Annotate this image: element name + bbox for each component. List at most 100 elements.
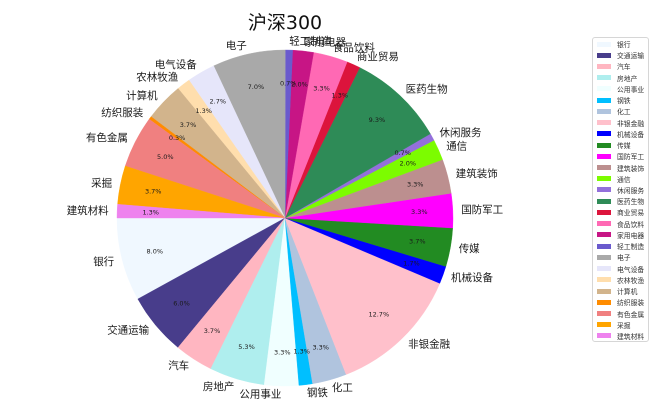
legend-item: 医药生物 bbox=[597, 196, 644, 206]
legend-item: 建筑装饰 bbox=[597, 163, 644, 173]
legend-swatch-icon bbox=[597, 243, 611, 249]
wedge-category-label: 房地产 bbox=[203, 380, 235, 393]
wedge-percent-label: 3.7% bbox=[180, 121, 197, 129]
legend-item: 非银金融 bbox=[597, 118, 644, 128]
legend-label: 通信 bbox=[617, 175, 631, 184]
wedge-category-label: 电子 bbox=[226, 39, 247, 52]
wedge-percent-label: 1.7% bbox=[403, 260, 420, 268]
legend-swatch-icon bbox=[597, 142, 611, 148]
legend-swatch-icon bbox=[597, 277, 611, 283]
legend-swatch-icon bbox=[597, 176, 611, 182]
wedge-category-label: 农林牧渔 bbox=[136, 71, 178, 84]
legend-label: 汽车 bbox=[617, 63, 631, 72]
legend-label: 建筑材料 bbox=[617, 332, 645, 341]
legend-swatch-icon bbox=[597, 254, 611, 260]
wedge-category-label: 通信 bbox=[446, 140, 467, 152]
wedge-percent-label: 1.3% bbox=[332, 91, 349, 99]
wedge-percent-label: 3.7% bbox=[145, 188, 162, 196]
legend-item: 传媒 bbox=[597, 140, 631, 150]
legend-item: 房地产 bbox=[597, 73, 637, 83]
legend-label: 轻工制造 bbox=[617, 243, 645, 252]
wedge-percent-label: 9.3% bbox=[369, 116, 386, 124]
wedge-percent-label: 1.3% bbox=[293, 347, 310, 355]
legend-swatch-icon bbox=[597, 333, 611, 339]
wedge-percent-label: 5.0% bbox=[157, 153, 174, 161]
wedge-category-label: 计算机 bbox=[126, 89, 158, 102]
legend-item: 食品饮料 bbox=[597, 219, 644, 229]
legend-label: 建筑装饰 bbox=[617, 164, 645, 173]
wedge-category-label: 有色金属 bbox=[86, 131, 128, 144]
legend-label: 农林牧渔 bbox=[617, 276, 645, 285]
wedge-category-label: 非银金融 bbox=[408, 337, 450, 350]
legend-item: 商业贸易 bbox=[597, 207, 644, 217]
legend-swatch-icon bbox=[597, 120, 611, 126]
legend-swatch-icon bbox=[597, 288, 611, 294]
wedge-category-label: 传媒 bbox=[459, 242, 480, 255]
legend-item: 银行 bbox=[597, 39, 631, 49]
legend-swatch-icon bbox=[597, 52, 611, 58]
legend-label: 纺织服装 bbox=[617, 299, 645, 308]
legend-swatch-icon bbox=[597, 232, 611, 238]
legend-item: 电子 bbox=[597, 252, 631, 262]
legend-item: 电气设备 bbox=[597, 264, 644, 274]
wedge-category-label: 家用电器 bbox=[304, 36, 346, 49]
legend-label: 家用电器 bbox=[617, 231, 645, 240]
wedge-category-label: 建筑材料 bbox=[67, 204, 109, 217]
wedge-category-label: 公用事业 bbox=[239, 387, 281, 400]
legend-label: 电子 bbox=[617, 254, 631, 263]
legend-swatch-icon bbox=[597, 86, 611, 92]
wedge-percent-label: 3.3% bbox=[312, 344, 329, 352]
wedge-percent-label: 8.0% bbox=[147, 248, 164, 256]
wedge-category-label: 医药生物 bbox=[406, 82, 448, 95]
pie-percent-labels: 8.0%6.0%3.7%5.3%3.3% 1.3% 3.3%12.7%1.7%3.7… bbox=[142, 80, 427, 357]
legend-label: 公用事业 bbox=[617, 85, 645, 94]
legend-label: 有色金属 bbox=[617, 310, 645, 319]
wedge-percent-label: 3.3% bbox=[407, 181, 424, 189]
legend-swatch-icon bbox=[597, 311, 611, 317]
legend-item: 机械设备 bbox=[597, 129, 644, 139]
pie-wedge bbox=[284, 217, 441, 375]
legend-label: 休闲服务 bbox=[617, 186, 645, 195]
legend-swatch-icon bbox=[597, 97, 611, 103]
legend-item: 通信 bbox=[597, 174, 631, 184]
wedge-category-label: 建筑装饰 bbox=[456, 167, 498, 180]
wedge-category-label: 电气设备 bbox=[155, 58, 197, 71]
legend-label: 化工 bbox=[617, 108, 631, 117]
wedge-percent-label: 3.3% bbox=[411, 208, 428, 216]
legend-swatch-icon bbox=[597, 198, 611, 204]
wedge-category-label: 银行 bbox=[93, 255, 114, 268]
pie-wedge bbox=[284, 67, 431, 219]
wedge-percent-label: 2.0% bbox=[400, 159, 417, 167]
legend-item: 交通运输 bbox=[597, 50, 644, 60]
wedge-category-label: 休闲服务 bbox=[440, 126, 482, 139]
wedge-percent-label: 7.0% bbox=[248, 83, 265, 91]
wedge-percent-label: 1.3% bbox=[195, 107, 212, 115]
legend-label: 电气设备 bbox=[617, 265, 645, 274]
legend-label: 商业贸易 bbox=[617, 209, 645, 218]
wedge-percent-label: 0.3% bbox=[169, 134, 186, 142]
legend-item: 休闲服务 bbox=[597, 185, 644, 195]
wedge-category-label: 食品饮料 bbox=[333, 41, 375, 54]
wedge-percent-label: 12.7% bbox=[368, 310, 389, 318]
wedge-category-label: 钢铁 bbox=[307, 386, 328, 399]
legend-item: 化工 bbox=[597, 106, 631, 116]
legend-item: 轻工制造 bbox=[597, 241, 644, 251]
legend-item: 国防军工 bbox=[597, 151, 644, 161]
wedge-percent-label: 0.7% bbox=[394, 149, 411, 157]
legend-item: 采掘 bbox=[597, 320, 631, 330]
legend-item: 计算机 bbox=[597, 286, 637, 296]
wedge-percent-label: 3.3% bbox=[274, 348, 291, 356]
pie-wedge bbox=[116, 204, 286, 219]
legend-label: 传媒 bbox=[617, 142, 631, 151]
wedge-category-label: 纺织服装 bbox=[101, 106, 143, 119]
legend-swatch-icon bbox=[597, 131, 611, 137]
legend-label: 机械设备 bbox=[617, 130, 645, 139]
wedge-percent-label: 2.0% bbox=[291, 80, 308, 88]
wedge-percent-label: 3.7% bbox=[204, 327, 221, 335]
wedge-percent-label: 0.7% bbox=[280, 80, 297, 88]
wedge-percent-label: 3.3% bbox=[313, 85, 330, 93]
wedge-category-label: 汽车 bbox=[168, 359, 189, 372]
legend-label: 食品饮料 bbox=[617, 220, 645, 229]
